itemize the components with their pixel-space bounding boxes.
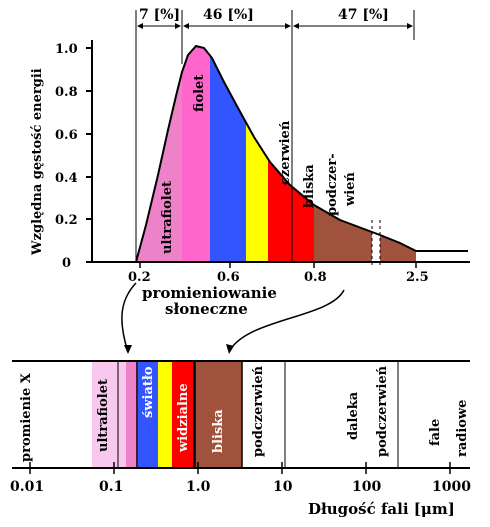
spectrum-label-waves: fale [428,419,443,446]
x-ticks [139,262,417,268]
spectrum-label-far: daleka [346,391,361,440]
band-violet [182,46,210,262]
connector-right-head [226,344,234,354]
em-spectrum: 0.01 0.1 1.0 10 100 1000 promienie X ult… [10,360,471,495]
y-tick-label: 0.6 [55,128,78,143]
spectrum-label-near: bliska [211,409,226,453]
spectrum-yellow-band [158,361,172,468]
band-label-red: czerwień [278,120,293,185]
spectrum-label-light: światło [141,366,156,418]
band-grey [372,46,380,262]
y-ticks [86,47,92,263]
percent-label-uv: 7 [%] [139,7,180,23]
arrowhead [407,23,413,29]
x-tick-label: 0.6 [217,270,240,285]
spectrum-label-xray: promienie X [19,372,34,462]
percent-label-ir: 47 [%] [338,7,389,23]
band-label-infrared-1: podczer- [325,153,340,216]
spectrum-blue-band [138,361,158,468]
connector-arrows [121,282,345,353]
band-brown [314,46,416,262]
spectrum-label-ir-far: podczerwień [375,365,390,457]
x-tick-label: 0.2 [128,270,151,285]
solar-energy-chart: 0 0.2 0.4 0.6 0.8 1.0 Względna gęstość e… [30,7,470,285]
arrowhead [285,23,291,29]
spectrum-label-ir-near: podczerwień [251,365,266,457]
band-blue [210,46,246,262]
percent-dividers [135,10,415,262]
y-tick-label: 0.2 [55,213,78,228]
y-tick-label: 0 [62,256,71,271]
spectrum-near-ir-band [194,361,242,468]
spectrum-tick-label: 100 [352,479,381,495]
spectrum-fill [136,46,416,262]
band-ultraviolet [136,46,182,262]
spectrum-tick-label: 1000 [432,479,471,495]
spectrum-red-band [172,361,194,468]
caption-line-1: promieniowanie [142,284,277,302]
band-label-violet: fiolet [192,75,207,112]
band-label-ultraviolet: ultrafiolet [160,181,175,254]
spectrum-ticks [29,462,451,474]
percent-label-visible: 46 [%] [203,7,254,23]
spectrum-uv-band [92,361,126,468]
y-tick-label: 1.0 [55,42,78,57]
percent-arrowheads [137,23,413,29]
spectrum-region-dividers [117,361,399,468]
arrowhead [137,23,143,29]
spectrum-tick-label: 10 [273,479,293,495]
spectrum-violet-band [126,361,138,468]
y-tick-label: 0.8 [55,85,78,100]
x-axis-title: Długość fali [μm] [308,500,455,518]
spectrum-tick-label: 0.01 [10,479,44,495]
band-label-near: bliska [302,164,317,208]
spectrum-label-radio: radiowe [455,400,470,457]
caption-line-2: słoneczne [165,300,248,318]
arrowhead [293,23,299,29]
connector-left-head [124,345,132,354]
y-axis-label: Względna gęstość energii [30,68,45,256]
connector-left [121,282,137,353]
spectrum-tick-label: 1.0 [186,479,211,495]
spectrum-label-ultraviolet: ultrafiolet [96,379,111,452]
connector-right [229,289,345,351]
x-tick-label: 2.5 [406,270,429,285]
arrowhead [183,23,189,29]
energy-curve [135,44,417,263]
spectrum-tick-label: 0.1 [99,479,123,495]
arrowhead [175,23,181,29]
band-label-infrared-2: wień [343,172,358,207]
spectrum-label-visible: widzialne [176,383,191,453]
x-tick-label: 0.8 [304,270,327,285]
y-tick-label: 0.4 [55,171,78,186]
